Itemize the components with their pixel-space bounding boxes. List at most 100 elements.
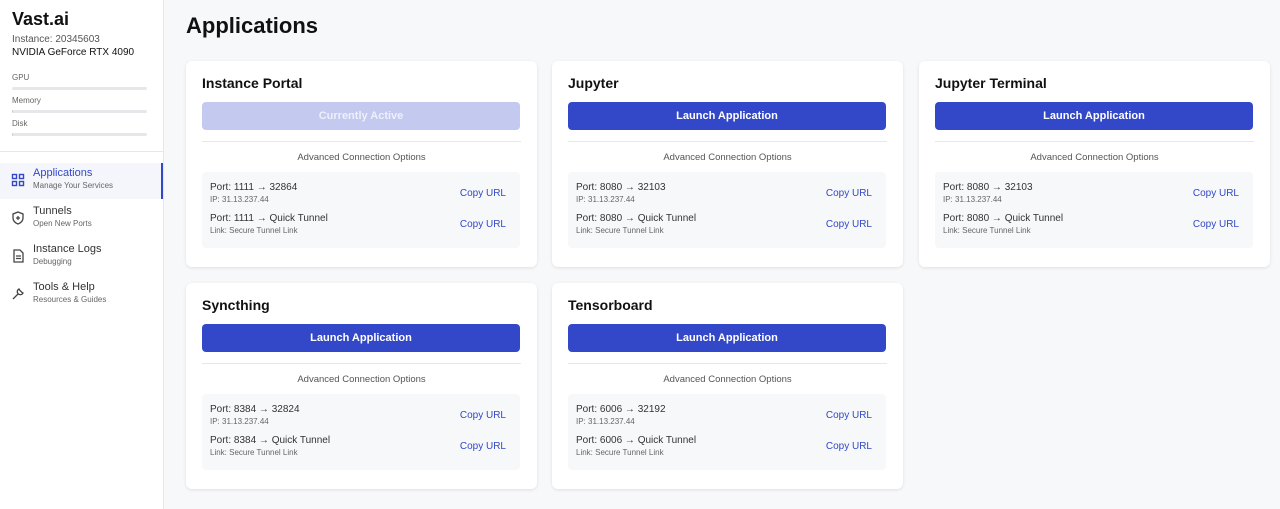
port-mapping: Port: 1111 → 32864 bbox=[210, 182, 298, 193]
meter-label: GPU bbox=[12, 73, 30, 82]
card-title: Instance Portal bbox=[202, 75, 303, 91]
connection-row: Port: 6006 → 32192 IP: 31.13.237.44 Copy U… bbox=[576, 404, 878, 432]
connection-detail: IP: 31.13.237.44 bbox=[210, 417, 269, 426]
document-icon bbox=[11, 249, 25, 263]
connection-detail: Link: Secure Tunnel Link bbox=[576, 448, 664, 457]
launch-application-button[interactable]: Launch Application bbox=[568, 324, 886, 352]
copy-url-button[interactable]: Copy URL bbox=[825, 410, 872, 421]
port-mapping: Port: 8080 → 32103 bbox=[943, 182, 1033, 193]
sidebar-item-instance-logs[interactable]: Instance Logs Debugging bbox=[0, 239, 163, 275]
meter-label: Memory bbox=[12, 96, 41, 105]
connection-row: Port: 1111 → Quick Tunnel Link: Secure Tu… bbox=[210, 213, 512, 241]
app-card: Instance Portal Currently Active Advance… bbox=[186, 61, 537, 267]
connection-detail: IP: 31.13.237.44 bbox=[943, 195, 1002, 204]
port-mapping: Port: 6006 → Quick Tunnel bbox=[576, 435, 697, 446]
sidebar-item-label: Instance Logs bbox=[33, 243, 102, 255]
copy-url-button[interactable]: Copy URL bbox=[459, 441, 506, 452]
connection-options: Port: 8384 → 32824 IP: 31.13.237.44 Copy U… bbox=[202, 394, 520, 470]
connection-row: Port: 8080 → 32103 IP: 31.13.237.44 Copy U… bbox=[576, 182, 878, 210]
meter-fill bbox=[12, 110, 14, 113]
copy-url-button[interactable]: Copy URL bbox=[825, 188, 872, 199]
port-mapping: Port: 8384 → Quick Tunnel bbox=[210, 435, 331, 446]
connection-detail: Link: Secure Tunnel Link bbox=[210, 226, 298, 235]
port-mapping: Port: 8080 → 32103 bbox=[576, 182, 666, 193]
advanced-options-toggle[interactable]: Advanced Connection Options bbox=[1030, 152, 1159, 163]
divider bbox=[568, 363, 887, 364]
meter-bar bbox=[12, 133, 147, 136]
card-title: Jupyter bbox=[568, 75, 619, 91]
connection-options: Port: 8080 → 32103 IP: 31.13.237.44 Copy U… bbox=[568, 172, 886, 248]
connection-row: Port: 8080 → Quick Tunnel Link: Secure Tu… bbox=[576, 213, 878, 241]
app-card: Syncthing Launch Application Advanced Co… bbox=[186, 283, 537, 489]
meter-gpu: GPU bbox=[12, 73, 147, 90]
app-card: Jupyter Launch Application Advanced Conn… bbox=[552, 61, 903, 267]
sidebar-item-applications[interactable]: Applications Manage Your Services bbox=[0, 163, 163, 199]
gpu-name: NVIDIA GeForce RTX 4090 bbox=[12, 47, 135, 58]
connection-row: Port: 1111 → 32864 IP: 31.13.237.44 Copy U… bbox=[210, 182, 512, 210]
divider bbox=[202, 363, 521, 364]
advanced-options-toggle[interactable]: Advanced Connection Options bbox=[663, 374, 792, 385]
copy-url-button[interactable]: Copy URL bbox=[825, 441, 872, 452]
divider bbox=[568, 141, 887, 142]
sidebar-item-sub: Resources & Guides bbox=[33, 295, 107, 304]
page-title: Applications bbox=[186, 13, 319, 38]
connection-detail: IP: 31.13.237.44 bbox=[210, 195, 269, 204]
sidebar-item-label: Tools & Help bbox=[33, 281, 95, 293]
port-mapping: Port: 8080 → Quick Tunnel bbox=[576, 213, 697, 224]
brand-logo: Vast.ai bbox=[12, 9, 70, 29]
card-title: Tensorboard bbox=[568, 297, 653, 313]
sidebar-item-sub: Open New Ports bbox=[33, 219, 92, 228]
sidebar-item-label: Applications bbox=[33, 167, 93, 179]
advanced-options-toggle[interactable]: Advanced Connection Options bbox=[297, 152, 426, 163]
copy-url-button[interactable]: Copy URL bbox=[1192, 219, 1239, 230]
sidebar-item-tools-help[interactable]: Tools & Help Resources & Guides bbox=[0, 277, 163, 313]
connection-options: Port: 1111 → 32864 IP: 31.13.237.44 Copy U… bbox=[202, 172, 520, 248]
copy-url-button[interactable]: Copy URL bbox=[1192, 188, 1239, 199]
meter-disk: Disk bbox=[12, 119, 147, 136]
meter-fill bbox=[12, 133, 14, 136]
wrench-icon bbox=[11, 287, 25, 301]
divider bbox=[202, 141, 521, 142]
meter-bar bbox=[12, 110, 147, 113]
port-mapping: Port: 8080 → Quick Tunnel bbox=[943, 213, 1064, 224]
connection-detail: IP: 31.13.237.44 bbox=[576, 195, 635, 204]
connection-options: Port: 6006 → 32192 IP: 31.13.237.44 Copy U… bbox=[568, 394, 886, 470]
advanced-options-toggle[interactable]: Advanced Connection Options bbox=[663, 152, 792, 163]
app-card: Tensorboard Launch Application Advanced … bbox=[552, 283, 903, 489]
copy-url-button[interactable]: Copy URL bbox=[459, 410, 506, 421]
copy-url-button[interactable]: Copy URL bbox=[825, 219, 872, 230]
connection-row: Port: 8080 → Quick Tunnel Link: Secure Tu… bbox=[943, 213, 1245, 241]
sidebar-item-tunnels[interactable]: Tunnels Open New Ports bbox=[0, 201, 163, 237]
connection-options: Port: 8080 → 32103 IP: 31.13.237.44 Copy U… bbox=[935, 172, 1253, 248]
card-title: Syncthing bbox=[202, 297, 270, 313]
connection-row: Port: 8384 → Quick Tunnel Link: Secure Tu… bbox=[210, 435, 512, 463]
grid-icon bbox=[11, 173, 25, 187]
port-mapping: Port: 8384 → 32824 bbox=[210, 404, 300, 415]
launch-application-button[interactable]: Launch Application bbox=[202, 324, 520, 352]
copy-url-button[interactable]: Copy URL bbox=[459, 219, 506, 230]
connection-row: Port: 8384 → 32824 IP: 31.13.237.44 Copy U… bbox=[210, 404, 512, 432]
connection-detail: IP: 31.13.237.44 bbox=[576, 417, 635, 426]
currently-active-button: Currently Active bbox=[202, 102, 520, 130]
sidebar-item-label: Tunnels bbox=[33, 205, 72, 217]
shield-plus-icon bbox=[11, 211, 25, 225]
divider bbox=[935, 141, 1254, 142]
sidebar-item-sub: Manage Your Services bbox=[33, 181, 114, 190]
divider bbox=[0, 151, 163, 152]
sidebar-item-sub: Debugging bbox=[33, 257, 72, 266]
connection-detail: Link: Secure Tunnel Link bbox=[943, 226, 1031, 235]
port-mapping: Port: 1111 → Quick Tunnel bbox=[210, 213, 328, 224]
card-title: Jupyter Terminal bbox=[935, 75, 1047, 91]
sidebar: Vast.ai Instance: 20345603 NVIDIA GeForc… bbox=[0, 0, 164, 509]
advanced-options-toggle[interactable]: Advanced Connection Options bbox=[297, 374, 426, 385]
connection-row: Port: 8080 → 32103 IP: 31.13.237.44 Copy U… bbox=[943, 182, 1245, 210]
launch-application-button[interactable]: Launch Application bbox=[935, 102, 1253, 130]
connection-row: Port: 6006 → Quick Tunnel Link: Secure Tu… bbox=[576, 435, 878, 463]
connection-detail: Link: Secure Tunnel Link bbox=[576, 226, 664, 235]
meter-label: Disk bbox=[12, 119, 28, 128]
meter-bar bbox=[12, 87, 147, 90]
copy-url-button[interactable]: Copy URL bbox=[459, 188, 506, 199]
port-mapping: Port: 6006 → 32192 bbox=[576, 404, 666, 415]
launch-application-button[interactable]: Launch Application bbox=[568, 102, 886, 130]
instance-id: Instance: 20345603 bbox=[12, 34, 100, 45]
